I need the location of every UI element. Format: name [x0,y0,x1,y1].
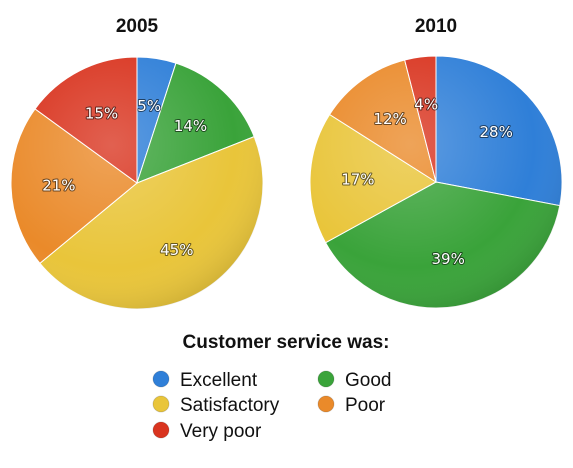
pie-label-excellent: 28% [480,123,513,141]
legend-label-good: Good [345,370,391,391]
pie-slices-2010 [309,55,563,309]
legend-swatch-very-poor [152,421,170,439]
pie-label-satisfactory: 17% [341,171,374,189]
pie-label-excellent: 5% [137,97,161,115]
pie-label-good: 39% [432,250,465,268]
legend-swatch-satisfactory [152,395,170,413]
legend-title: Customer service was: [183,332,390,353]
pie-shading [310,56,562,308]
pie-slices-2005 [10,56,264,310]
pie-label-very-poor: 15% [85,104,118,122]
legend-swatch-poor [317,395,335,413]
pie-label-very-poor: 4% [414,96,438,114]
pie-labels-2005: 5% 14% 45% 21% 15% [41,96,208,260]
legend-label-very-poor: Very poor [180,421,262,442]
pie-shading [11,57,263,309]
pie-label-good: 14% [174,117,207,135]
legend: Customer service was: Excellent Good Sat… [152,332,391,442]
pie-label-poor: 21% [42,177,75,195]
pie-title-2010: 2010 [415,16,457,37]
legend-label-satisfactory: Satisfactory [180,395,280,416]
legend-swatch-excellent [152,370,170,388]
pie-2010: 2010 28% 39% 17% 12% 4% [309,16,563,309]
pie-label-poor: 12% [373,110,406,128]
pie-label-satisfactory: 45% [160,241,193,259]
pie-labels-2010: 28% 39% 17% 12% 4% [340,95,514,270]
legend-label-poor: Poor [345,395,386,416]
pie-2005: 2005 5% 14% 45% 21% 15% [10,16,264,310]
legend-swatch-good [317,370,335,388]
pie-title-2005: 2005 [116,16,159,37]
legend-label-excellent: Excellent [180,370,258,391]
